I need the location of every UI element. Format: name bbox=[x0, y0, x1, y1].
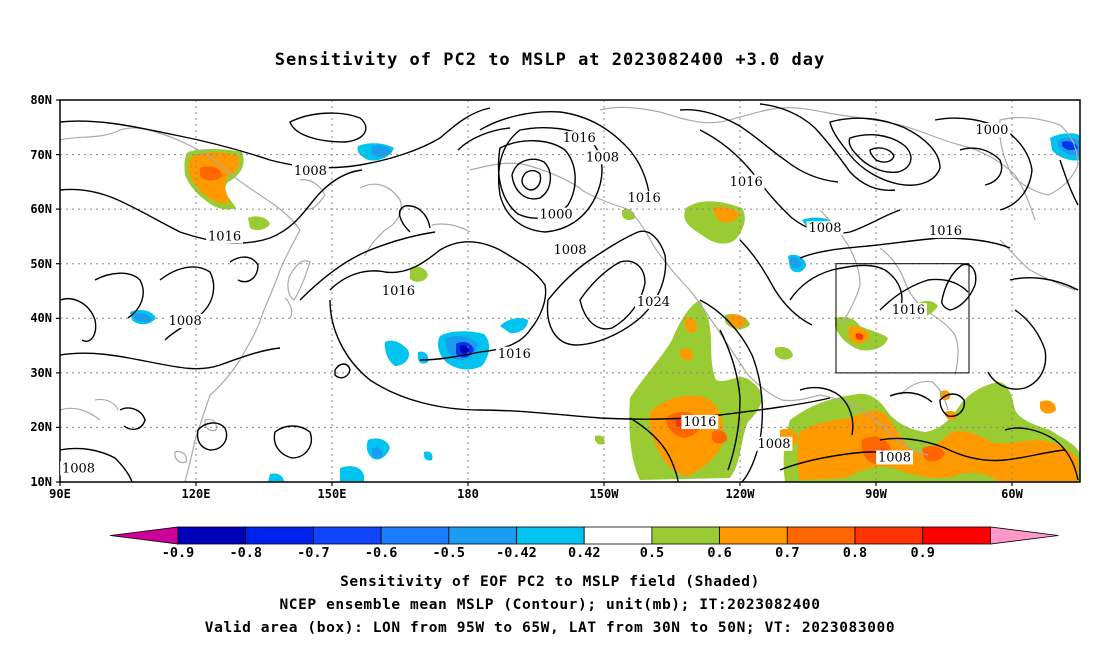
contour-label: 1016 bbox=[730, 175, 763, 190]
mslp-contours bbox=[60, 103, 1079, 482]
colorbar-swatch bbox=[516, 526, 585, 545]
colorbar-tick-label: 0.9 bbox=[911, 545, 935, 561]
lon-label-90e: 90E bbox=[49, 487, 71, 501]
colorbar-tick-label: 0.42 bbox=[568, 545, 601, 561]
contour-label: 1000 bbox=[540, 208, 573, 223]
lon-label-150w: 150W bbox=[590, 487, 620, 501]
caption-line-1: Sensitivity of EOF PC2 to MSLP field (Sh… bbox=[340, 574, 760, 590]
map-title: Sensitivity of PC2 to MSLP at 2023082400… bbox=[274, 50, 826, 70]
contour-label: 1016 bbox=[892, 303, 925, 318]
contour-label-bg bbox=[495, 346, 533, 361]
shaded-field bbox=[130, 133, 1080, 482]
contour-label-bg bbox=[166, 314, 204, 329]
contour-label: 1008 bbox=[62, 461, 95, 476]
contour-label: 1008 bbox=[757, 437, 790, 452]
contour-label: 1016 bbox=[382, 284, 415, 299]
contour-label: 1008 bbox=[808, 221, 841, 236]
contour-label: 1008 bbox=[553, 243, 586, 258]
colorbar-swatch bbox=[922, 526, 991, 545]
colorbar-right-arrow bbox=[990, 526, 1059, 545]
lat-label-70n: 70N bbox=[30, 148, 52, 162]
contour-label-bg bbox=[927, 223, 964, 238]
lat-label-20n: 20N bbox=[30, 420, 52, 434]
colorbar-swatch bbox=[177, 526, 247, 545]
contour-label: 1016 bbox=[563, 131, 596, 146]
contour-label-bg bbox=[206, 229, 243, 244]
lat-label-80n: 80N bbox=[30, 93, 52, 107]
colorbar-swatch bbox=[312, 526, 382, 545]
lon-label-120e: 120E bbox=[182, 487, 211, 501]
colorbar-tick-label: 0.6 bbox=[707, 545, 731, 561]
contour-label: 1008 bbox=[294, 164, 327, 179]
contour-label-bg bbox=[681, 414, 719, 429]
lat-label-40n: 40N bbox=[30, 311, 52, 325]
contour-label-bg bbox=[727, 174, 765, 189]
colorbar-swatch bbox=[719, 526, 788, 545]
colorbar-swatch bbox=[448, 526, 517, 545]
caption-line-2: NCEP ensemble mean MSLP (Contour); unit(… bbox=[279, 597, 821, 613]
contour-label-bg bbox=[584, 150, 621, 165]
colorbar-swatch bbox=[245, 526, 314, 545]
contour-label: 1016 bbox=[628, 191, 661, 206]
colorbar-swatch bbox=[854, 526, 924, 545]
colorbar-swatch bbox=[651, 526, 721, 545]
lon-label-60w: 60W bbox=[1001, 487, 1023, 501]
plot-frame bbox=[59, 99, 1081, 483]
lat-label-30n: 30N bbox=[30, 366, 52, 380]
colorbar-left-arrow bbox=[109, 526, 179, 545]
contour-label-bg bbox=[806, 221, 844, 236]
colorbar-labels: -0.9 -0.8 -0.7 -0.6 -0.5 -0.42 0.42 0.5 0.6 0.7 0.… bbox=[162, 545, 935, 561]
colorbar-tick-label: -0.8 bbox=[229, 545, 262, 561]
colorbar-tick-label: 0.8 bbox=[843, 545, 867, 561]
lon-label-120w: 120W bbox=[726, 487, 756, 501]
contour-label-bg bbox=[537, 207, 575, 222]
colorbar-swatch bbox=[583, 526, 653, 545]
colorbar-tick-label: 0.7 bbox=[775, 545, 799, 561]
contour-label-bg bbox=[625, 191, 663, 206]
contour-label-bg bbox=[291, 163, 329, 178]
colorbar-tick-label: -0.7 bbox=[297, 545, 330, 561]
lat-axis bbox=[56, 99, 60, 483]
colorbar-tick-label: -0.5 bbox=[433, 545, 466, 561]
colorbar-swatch bbox=[380, 526, 450, 545]
contour-label: 1016 bbox=[683, 415, 716, 430]
contour-label-bg bbox=[560, 131, 598, 146]
contour-label: 1016 bbox=[208, 229, 241, 244]
contour-label: 1000 bbox=[975, 123, 1008, 138]
contour-label-bg bbox=[551, 243, 589, 258]
contour-label-bg bbox=[876, 450, 913, 465]
contour-label: 1008 bbox=[586, 150, 619, 165]
contour-label-bg bbox=[60, 461, 97, 476]
colorbar-tick-label: -0.9 bbox=[162, 545, 195, 561]
colorbar-swatch bbox=[786, 526, 856, 545]
negative-peak-shading bbox=[460, 345, 470, 354]
contour-label: 1016 bbox=[498, 347, 531, 362]
lon-label-180: 180 bbox=[457, 487, 479, 501]
lat-label-50n: 50N bbox=[30, 257, 52, 271]
contour-labels: 1016 1008 1000 1008 1016 1016 1000 1016 1008 1016… bbox=[60, 123, 1011, 476]
colorbar-tick-label: 0.5 bbox=[640, 545, 664, 561]
contour-label-bg bbox=[890, 303, 927, 318]
contour-label: 1008 bbox=[169, 314, 202, 329]
contour-label-bg bbox=[380, 284, 417, 298]
contour-label: 1024 bbox=[637, 295, 670, 310]
contour-label-bg bbox=[635, 294, 672, 309]
colorbar-tick-label: -0.6 bbox=[365, 545, 398, 561]
colorbar bbox=[109, 526, 1059, 545]
lon-axis bbox=[59, 482, 1013, 486]
contour-label: 1016 bbox=[929, 224, 962, 239]
lon-label-150e: 150E bbox=[318, 487, 347, 501]
negative-mid-shading bbox=[134, 137, 1080, 459]
caption-line-3: Valid area (box): LON from 95W to 65W, L… bbox=[204, 620, 896, 636]
colorbar-tick-label: -0.42 bbox=[496, 545, 537, 561]
lat-label-10n: 10N bbox=[30, 475, 52, 489]
lon-label-90w: 90W bbox=[865, 487, 887, 501]
valid-area-box bbox=[835, 263, 970, 374]
contour-label-bg bbox=[755, 436, 793, 451]
contour-label-bg bbox=[973, 123, 1011, 138]
contour-label: 1008 bbox=[878, 450, 911, 465]
lat-label-60n: 60N bbox=[30, 202, 52, 216]
